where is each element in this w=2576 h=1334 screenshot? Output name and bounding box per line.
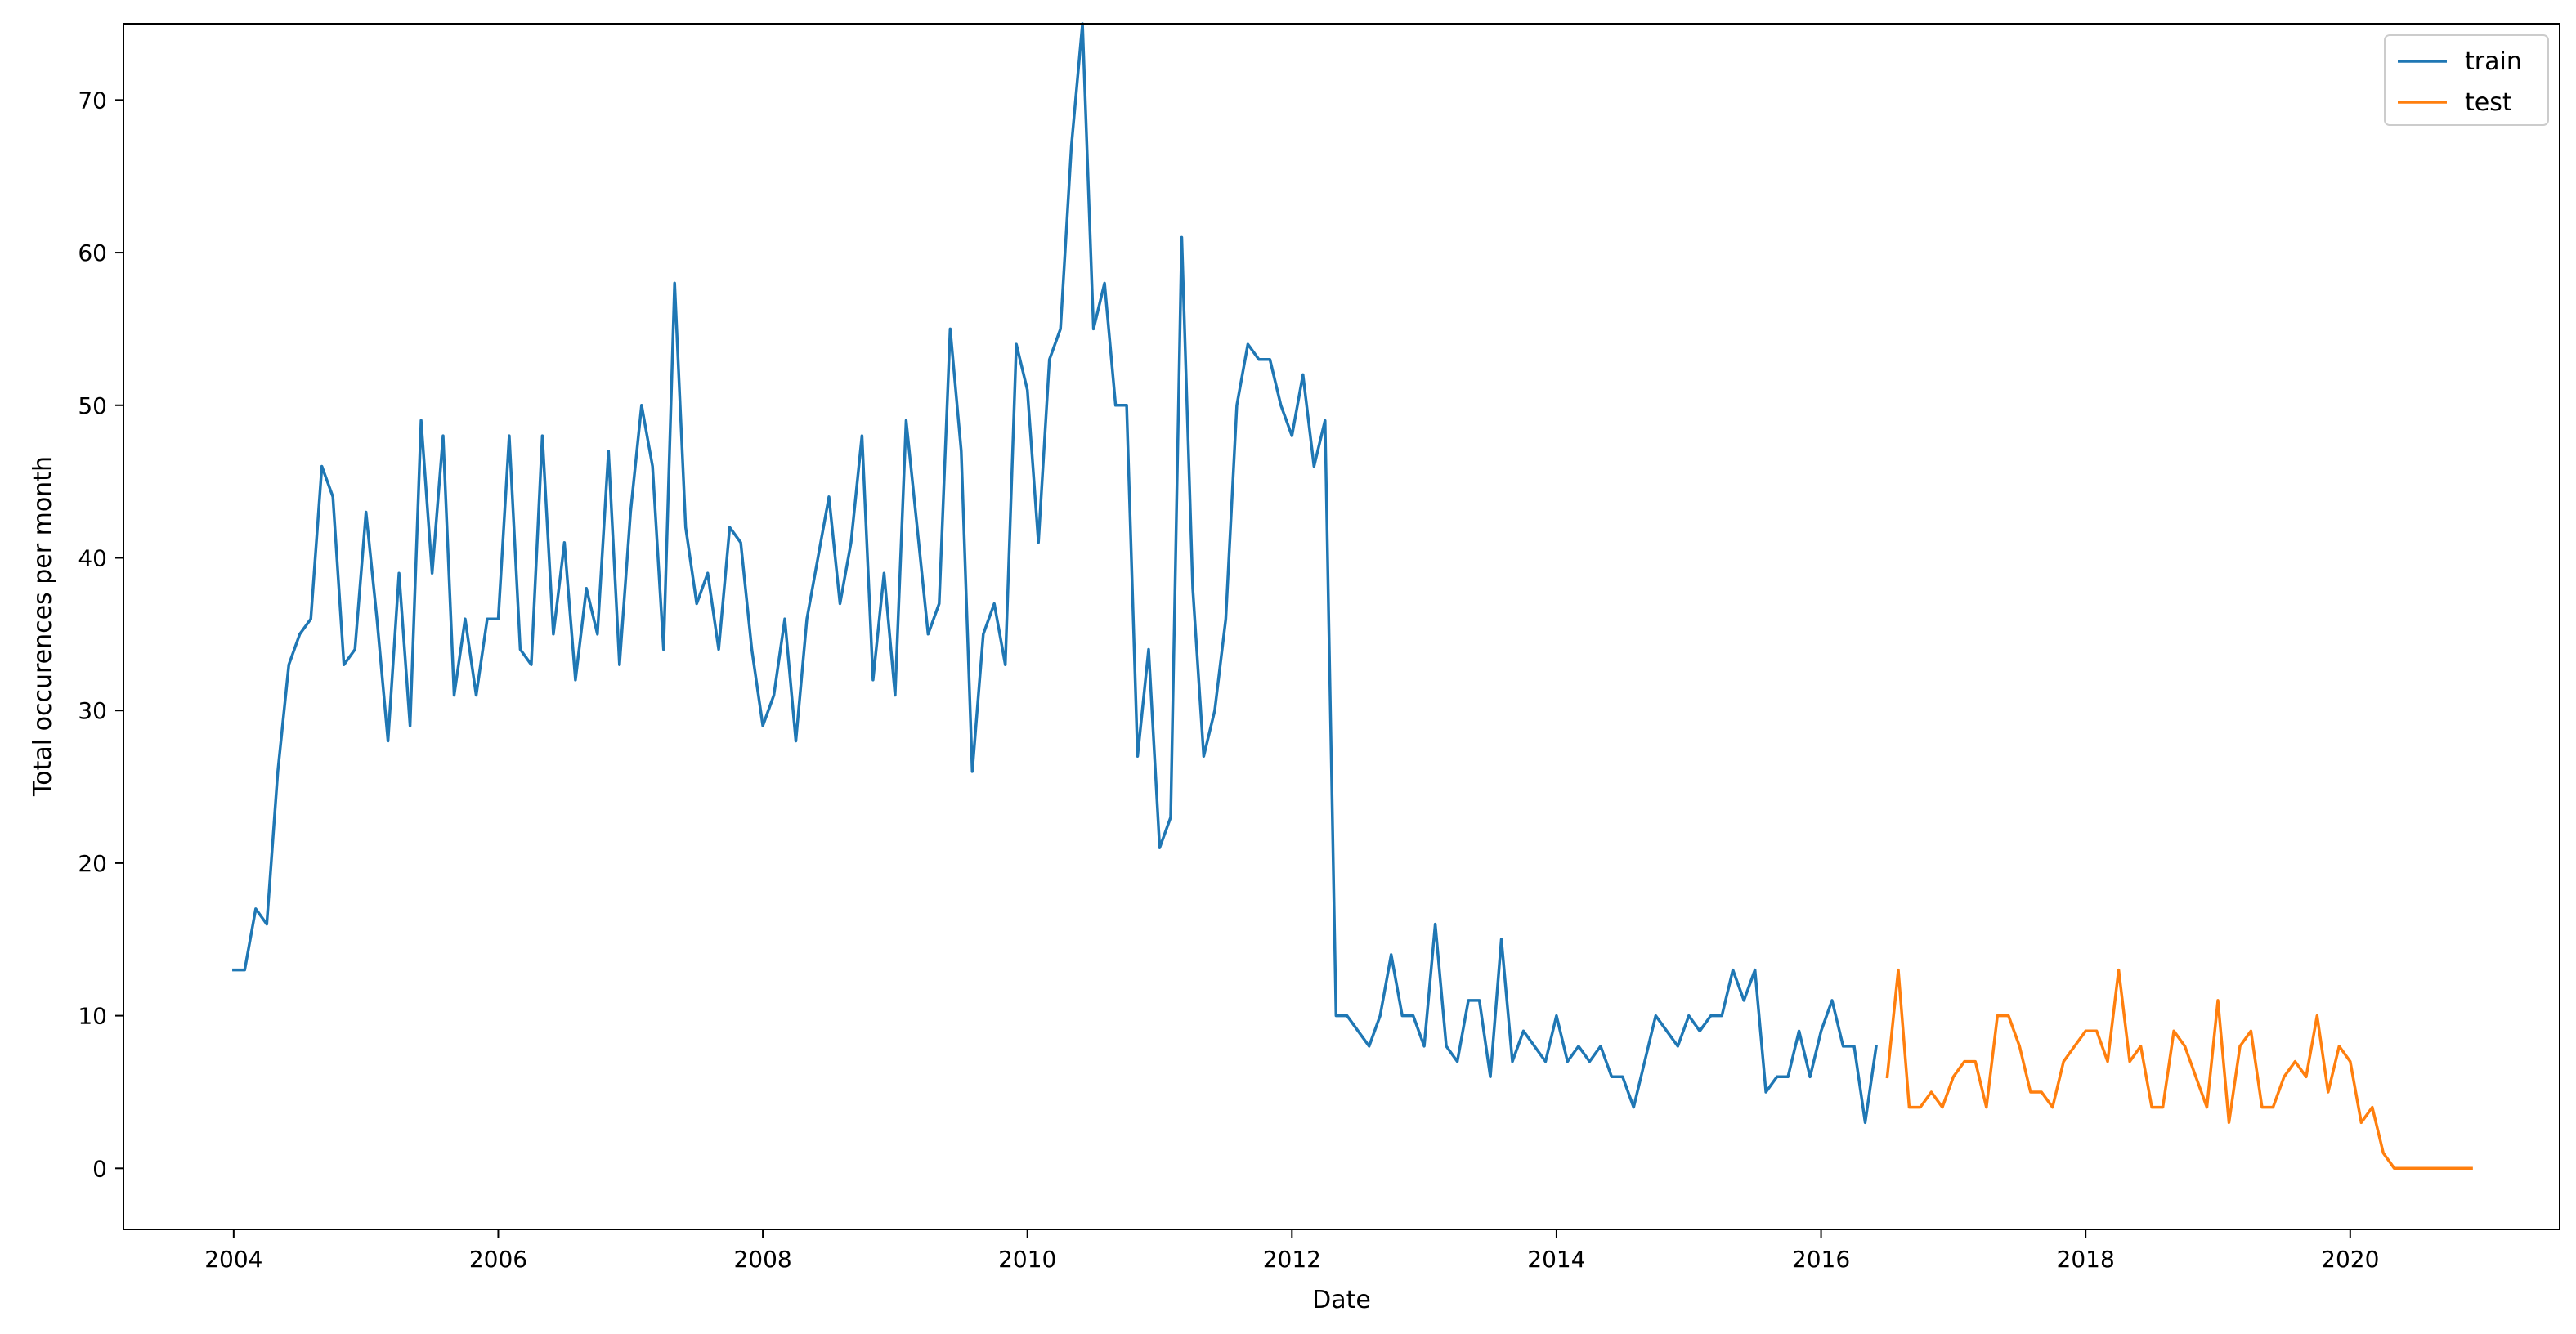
x-axis: 2004 2006 2008 2010 2012 2014 2016 2018 2020 [204,1229,2379,1273]
x-tick-label: 2012 [1263,1246,1321,1273]
y-tick-label: 50 [78,392,107,419]
legend-label-test: test [2465,88,2512,117]
x-tick-label: 2014 [1527,1246,1585,1273]
y-tick-label: 10 [78,1003,107,1030]
series-line-train [232,22,1878,1125]
y-tick-label: 70 [78,87,107,114]
legend-label-train: train [2465,47,2522,76]
legend: train test [2384,34,2549,126]
x-tick-label: 2008 [733,1246,791,1273]
x-tick-label: 2020 [2321,1246,2379,1273]
plot-area [123,24,2560,1229]
series-layer [232,22,2473,1171]
y-tick-label: 20 [78,850,107,877]
x-tick-label: 2016 [1792,1246,1850,1273]
x-tick-label: 2006 [469,1246,527,1273]
y-tick-label: 0 [92,1155,107,1182]
series-line-test [1885,968,2473,1171]
x-axis-label: Date [1312,1286,1371,1314]
x-tick-label: 2018 [2057,1246,2115,1273]
x-tick-label: 2004 [204,1246,262,1273]
y-tick-label: 40 [78,544,107,571]
y-tick-label: 30 [78,697,107,724]
y-axis: 0 10 20 30 40 50 60 70 [78,87,123,1182]
x-tick-label: 2010 [998,1246,1056,1273]
y-axis-label: Total occurences per month [29,456,57,797]
plot-frame [123,23,2560,1230]
y-tick-label: 60 [78,239,107,266]
